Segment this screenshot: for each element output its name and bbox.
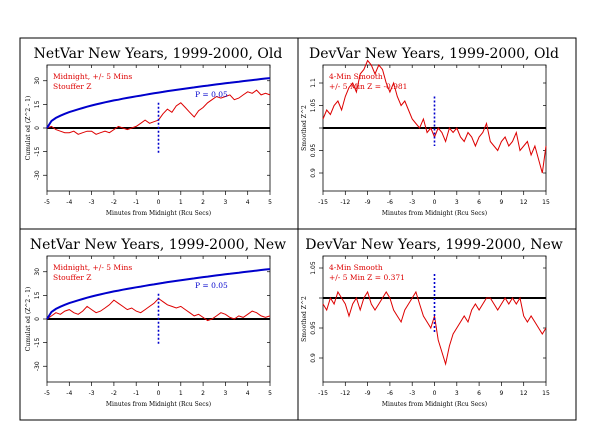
y-tick-label: 0.95 — [310, 321, 317, 335]
x-axis-label: Minutes from Midnight (Rcu Secs) — [382, 401, 487, 408]
data-series-line-2 — [46, 268, 271, 320]
chart-panel-4: DevVar New Years, 1999-2000, New -15 -12 -9… — [301, 237, 563, 408]
x-tick-label: -2 — [111, 390, 117, 397]
y-tick-label: 1.1 — [310, 78, 317, 88]
x-tick-label: 15 — [542, 390, 550, 397]
y-axis-label: Smoothed Z^2 — [301, 105, 308, 151]
x-tick-label: -3 — [409, 199, 415, 206]
chart-title: DevVar New Years, 1999-2000, Old — [309, 46, 559, 62]
x-tick-label: 5 — [268, 390, 272, 397]
x-tick-label: 3 — [455, 199, 459, 206]
annotation-line: Stouffer Z — [53, 82, 91, 91]
x-tick-label: -5 — [44, 199, 50, 206]
annotation-line: Midnight, +/- 5 Mins — [53, 263, 132, 272]
y-tick-label: 0.9 — [310, 168, 317, 178]
x-tick-label: -3 — [409, 390, 415, 397]
x-tick-label: 3 — [223, 390, 227, 397]
y-tick-label: 0 — [34, 126, 41, 130]
x-tick-label: -9 — [365, 390, 371, 397]
y-tick-label: 0.9 — [310, 353, 317, 363]
chart-title: DevVar New Years, 1999-2000, New — [305, 237, 563, 253]
x-tick-label: -15 — [318, 390, 328, 397]
x-tick-label: 0 — [157, 390, 161, 397]
y-axis-label: Smoothed Z^2 — [301, 296, 308, 342]
x-tick-label: -3 — [89, 390, 95, 397]
x-tick-label: 2 — [201, 390, 205, 397]
data-series-line-2 — [46, 77, 271, 129]
x-tick-label: 0 — [433, 390, 437, 397]
x-tick-label: -12 — [340, 390, 350, 397]
x-tick-label: 9 — [499, 199, 503, 206]
x-tick-label: 9 — [499, 390, 503, 397]
x-tick-label: 3 — [455, 390, 459, 397]
chart-panel-1: NetVar New Years, 1999-2000, Old -5 -4 -3 -2… — [25, 46, 282, 217]
x-tick-label: -3 — [89, 199, 95, 206]
x-tick-label: 15 — [542, 199, 550, 206]
x-tick-label: 1 — [179, 199, 183, 206]
y-tick-label: 15 — [34, 100, 41, 108]
annotation-line: +/- 5 Min Z = -0.981 — [329, 82, 407, 91]
x-tick-label: -1 — [133, 390, 139, 397]
y-tick-label: 0.95 — [310, 144, 317, 158]
x-tick-label: -5 — [44, 390, 50, 397]
chart-panel-2: DevVar New Years, 1999-2000, Old -15 -12 -9… — [301, 46, 559, 217]
x-tick-label: -4 — [66, 199, 72, 206]
x-tick-label: 12 — [520, 199, 528, 206]
x-axis-label: Minutes from Midnight (Rcu Secs) — [106, 210, 211, 217]
annotation-line: +/- 5 Min Z = 0.371 — [329, 273, 405, 282]
x-tick-label: -6 — [387, 199, 393, 206]
y-tick-label: 1.05 — [310, 261, 317, 275]
y-tick-label: 0 — [34, 317, 41, 321]
y-tick-label: -30 — [34, 170, 41, 180]
x-tick-label: 3 — [223, 199, 227, 206]
x-tick-label: 5 — [268, 199, 272, 206]
y-axis-label: Cumulat ed (Z^2 - 1) — [25, 287, 32, 351]
x-tick-label: 0 — [157, 199, 161, 206]
x-tick-label: 2 — [201, 199, 205, 206]
y-tick-label: 1.05 — [310, 99, 317, 113]
x-axis-label: Minutes from Midnight (Rcu Secs) — [382, 210, 487, 217]
x-tick-label: 1 — [179, 390, 183, 397]
annotation-line: Stouffer Z — [53, 273, 91, 282]
annotation-line: 4-Min Smooth — [329, 72, 383, 81]
x-tick-label: 12 — [520, 390, 528, 397]
x-tick-label: -6 — [387, 390, 393, 397]
x-tick-label: 6 — [477, 199, 481, 206]
annotation-line: Midnight, +/- 5 Mins — [53, 72, 132, 81]
chart-title: NetVar New Years, 1999-2000, Old — [34, 46, 283, 62]
y-axis-label: Cumulat ed (Z^2 - 1) — [25, 96, 32, 160]
x-tick-label: 4 — [246, 199, 250, 206]
p-value-label: P = 0.05 — [195, 281, 228, 290]
y-tick-label: 15 — [34, 291, 41, 299]
y-tick-label: 30 — [34, 268, 41, 276]
x-tick-label: -4 — [66, 390, 72, 397]
annotation-line: 4-Min Smooth — [329, 263, 383, 272]
y-tick-label: 30 — [34, 77, 41, 85]
x-tick-label: 0 — [433, 199, 437, 206]
x-tick-label: -9 — [365, 199, 371, 206]
x-tick-label: 6 — [477, 390, 481, 397]
x-tick-label: -15 — [318, 199, 328, 206]
x-axis-label: Minutes from Midnight (Rcu Secs) — [106, 401, 211, 408]
y-tick-label: -15 — [34, 338, 41, 348]
chart-title: NetVar New Years, 1999-2000, New — [30, 237, 286, 253]
y-tick-label: -15 — [34, 147, 41, 157]
x-tick-label: -2 — [111, 199, 117, 206]
x-tick-label: -12 — [340, 199, 350, 206]
y-tick-label: -30 — [34, 361, 41, 371]
p-value-label: P = 0.05 — [195, 90, 228, 99]
chart-panel-3: NetVar New Years, 1999-2000, New -5 -4 -3 -2… — [25, 237, 286, 408]
x-tick-label: -1 — [133, 199, 139, 206]
x-tick-label: 4 — [246, 390, 250, 397]
